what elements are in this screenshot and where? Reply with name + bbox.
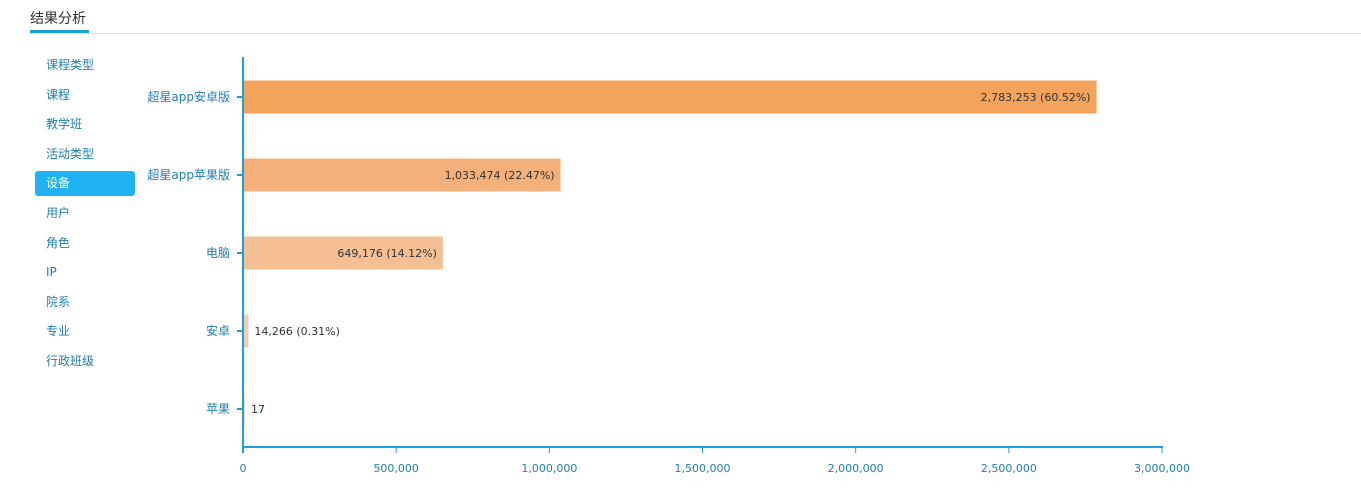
bar <box>244 314 249 348</box>
sidebar-item-course-type[interactable]: 课程类型 <box>46 58 95 72</box>
sidebar-item-ip[interactable]: IP <box>46 265 57 280</box>
y-category-label: 电脑 <box>206 246 230 260</box>
bar-data-label: 649,176 (14.12%) <box>337 247 437 260</box>
x-tick-label: 500,000 <box>373 462 419 475</box>
x-tick-label: 2,000,000 <box>828 462 884 475</box>
page-title: 结果分析 <box>30 11 86 27</box>
sidebar-item-teaching-class[interactable]: 教学班 <box>46 117 83 132</box>
result-analysis-header: 结果分析 <box>0 0 1361 36</box>
bar <box>244 80 1097 114</box>
bar-data-label: 2,783,253 (60.52%) <box>981 91 1091 104</box>
x-tick-label: 1,500,000 <box>675 462 731 475</box>
y-category-label: 安卓 <box>206 323 230 338</box>
sidebar-item-major[interactable]: 专业 <box>46 324 71 339</box>
title-underline <box>30 30 89 33</box>
sidebar-item-role[interactable]: 角色 <box>46 235 71 250</box>
bar <box>244 392 245 426</box>
sidebar-item-device[interactable]: 设备 <box>35 171 135 197</box>
bar-data-label: 14,266 (0.31%) <box>254 325 340 338</box>
y-category-label: 苹果 <box>206 402 230 416</box>
header-divider <box>30 33 1361 34</box>
x-tick-label: 1,000,000 <box>521 462 577 475</box>
bar <box>244 158 561 192</box>
x-tick-label: 2,500,000 <box>981 462 1037 475</box>
x-tick-label: 3,000,000 <box>1134 462 1190 475</box>
dimension-sidebar: 课程类型 课程 教学班 活动类型 设备 用户 角色 IP 院系 专业 行政班级 <box>35 53 135 379</box>
sidebar-item-activity-type[interactable]: 活动类型 <box>46 146 95 161</box>
y-category-label: 超星app苹果版 <box>147 167 230 182</box>
y-category-label: 超星app安卓版 <box>147 89 230 104</box>
bar-data-label: 1,033,474 (22.47%) <box>445 169 555 182</box>
sidebar-item-department[interactable]: 院系 <box>46 294 71 309</box>
bar-data-label: 17 <box>251 403 265 416</box>
sidebar-item-course[interactable]: 课程 <box>46 87 71 102</box>
x-tick-label: 0 <box>240 462 247 475</box>
sidebar-item-user[interactable]: 用户 <box>46 205 71 220</box>
sidebar-item-admin-class[interactable]: 行政班级 <box>46 353 95 368</box>
bar <box>244 236 443 270</box>
